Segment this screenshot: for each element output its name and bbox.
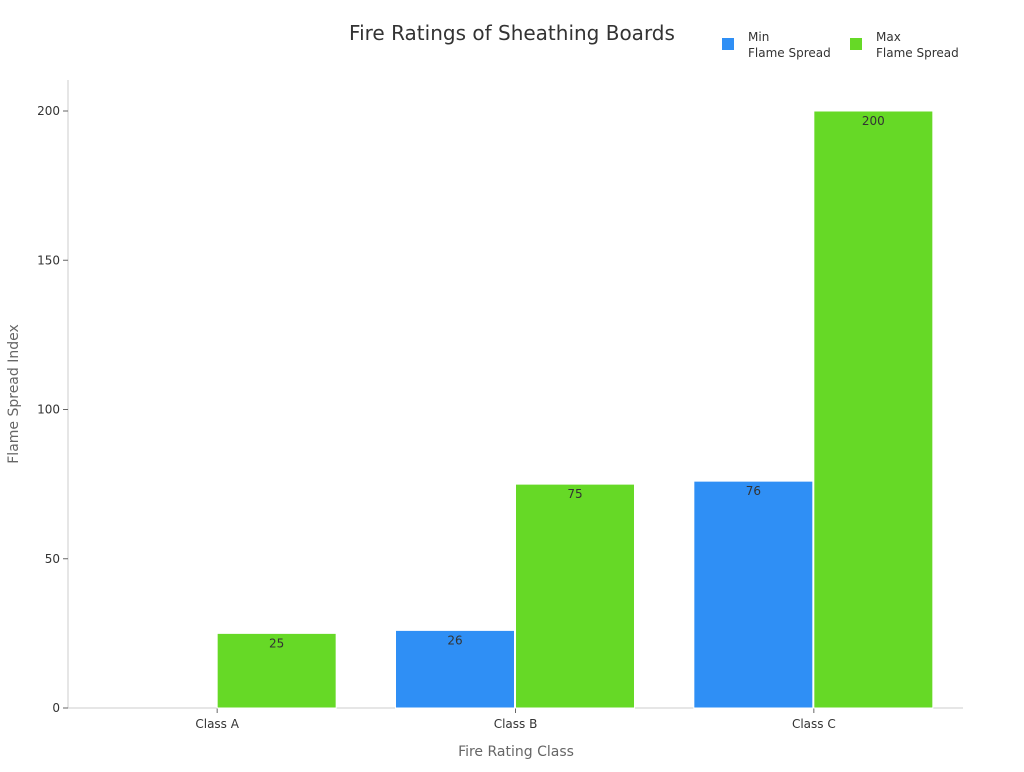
legend-label: Max Flame Spread — [876, 30, 959, 60]
data-label: 76 — [746, 484, 761, 498]
data-label: 26 — [447, 633, 462, 647]
y-tick-label: 200 — [37, 104, 60, 118]
x-tick-label: Class A — [195, 717, 239, 731]
x-tick-label: Class C — [792, 717, 836, 731]
bar[interactable] — [813, 110, 934, 709]
x-tick-label: Class B — [494, 717, 538, 731]
legend: Min Flame Spread Max Flame Spread — [722, 30, 959, 60]
data-label: 200 — [862, 114, 885, 128]
bar[interactable] — [395, 629, 515, 709]
bar[interactable] — [693, 480, 814, 709]
legend-label: Min Flame Spread — [748, 30, 831, 60]
y-axis-label: Flame Spread Index — [6, 324, 22, 464]
data-label: 75 — [567, 487, 582, 501]
y-tick-label: 150 — [37, 253, 60, 267]
x-axis-label: Fire Rating Class — [458, 744, 574, 760]
y-tick-label: 0 — [52, 701, 60, 715]
y-tick-label: 100 — [37, 403, 60, 417]
data-label: 25 — [269, 636, 284, 650]
legend-swatch — [850, 38, 862, 50]
bar[interactable] — [515, 483, 635, 709]
y-tick-label: 50 — [45, 552, 60, 566]
chart-title: Fire Ratings of Sheathing Boards — [349, 21, 675, 45]
bar[interactable] — [216, 632, 337, 709]
legend-swatch — [722, 38, 734, 50]
